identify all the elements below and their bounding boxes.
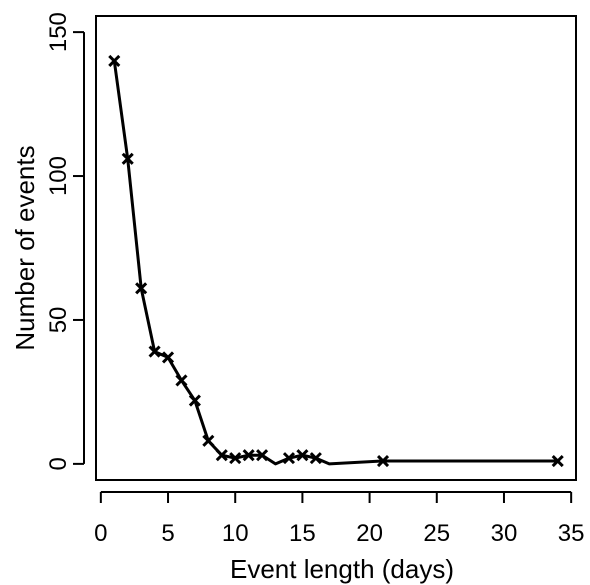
data-point-marker: [202, 434, 215, 447]
data-point-marker: [135, 282, 148, 295]
data-point-marker: [229, 452, 242, 465]
data-point-marker: [175, 374, 188, 387]
y-tick-label: 100: [45, 156, 72, 196]
data-point-marker: [376, 454, 390, 468]
data-point-marker: [188, 394, 201, 407]
x-tick-label: 20: [356, 520, 383, 547]
data-point-marker: [161, 351, 175, 364]
series-layer: [108, 54, 564, 468]
x-tick-label: 0: [94, 520, 107, 547]
data-point-marker: [148, 345, 161, 358]
x-tick-label: 30: [491, 520, 518, 547]
data-point-marker: [309, 452, 322, 465]
data-point-marker: [256, 449, 269, 462]
y-tick-label: 50: [45, 307, 72, 334]
x-tick-label: 5: [161, 520, 174, 547]
data-point-marker: [215, 449, 228, 462]
x-axis: 0 5 10 15 20 25 30 35: [94, 491, 585, 547]
data-point-marker: [121, 152, 134, 165]
y-axis-label: Number of events: [10, 145, 40, 350]
x-tick-label: 15: [289, 520, 316, 547]
x-axis-label: Event length (days): [230, 554, 454, 584]
data-point-marker: [296, 449, 309, 462]
y-tick-label: 150: [45, 12, 72, 52]
plot-frame: [95, 15, 577, 481]
series-line: [112, 60, 558, 466]
y-axis: 0 50 100 150: [45, 12, 85, 471]
data-point-marker: [242, 449, 255, 462]
x-tick-label: 25: [423, 520, 450, 547]
x-tick-label: 35: [558, 520, 585, 547]
y-tick-label: 0: [45, 457, 72, 470]
x-tick-label: 10: [222, 520, 249, 547]
data-point-marker: [108, 54, 121, 67]
data-point-marker: [282, 452, 296, 465]
data-point-marker: [551, 454, 564, 468]
